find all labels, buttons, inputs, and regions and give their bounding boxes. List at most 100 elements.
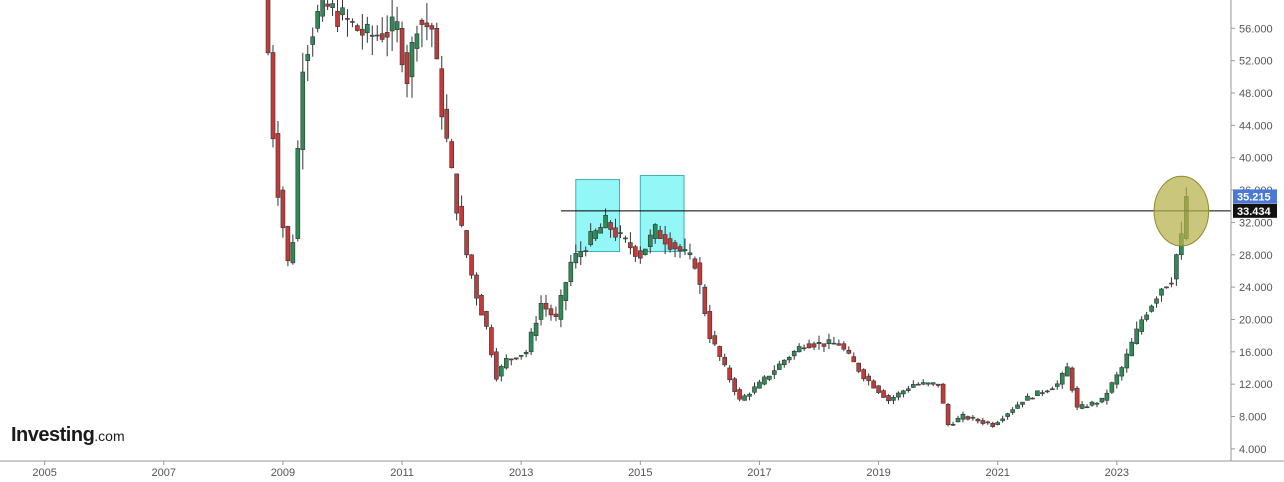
x-tick-label: 2009 [271, 467, 295, 479]
candle-body [1059, 372, 1065, 385]
candle-body [935, 383, 941, 386]
candle-body [350, 21, 355, 23]
y-tick-label: 8.000 [1239, 412, 1267, 424]
candle-body [543, 302, 549, 310]
candle-body [528, 331, 534, 353]
candle-body [712, 335, 718, 345]
candle-body [454, 173, 459, 214]
candle-body [474, 274, 479, 299]
candle-body [374, 34, 380, 37]
x-tick-label: 2011 [390, 467, 414, 479]
candle-body [841, 343, 847, 350]
x-tick-label: 2021 [985, 467, 1009, 479]
candle-body [1134, 328, 1139, 345]
candle-body [851, 356, 857, 363]
candle-body [995, 422, 1001, 425]
candle-body [990, 422, 996, 427]
investing-logo: Investing.com [11, 424, 125, 447]
candle-body [791, 350, 797, 357]
candle-body [459, 205, 464, 226]
candle-body [409, 42, 415, 78]
candle-body [702, 286, 708, 314]
candle-body [1104, 392, 1110, 401]
candle-body [365, 23, 370, 34]
candle-body [439, 68, 445, 118]
candle-body [821, 343, 827, 347]
candle-body [548, 308, 554, 316]
candle-body [722, 356, 728, 366]
x-tick-label: 2023 [1105, 467, 1129, 479]
y-tick-label: 40.000 [1239, 153, 1273, 165]
level-price-tag-text: 33.434 [1237, 206, 1272, 218]
candle-body [920, 382, 926, 385]
candle-body [1054, 383, 1060, 387]
candle-body [489, 327, 494, 356]
candle-body [335, 10, 340, 27]
candle-body [1045, 390, 1050, 393]
candle-body [325, 3, 330, 7]
y-tick-label: 32.000 [1239, 217, 1273, 229]
x-tick-label: 2005 [32, 467, 56, 479]
candle-body [1094, 402, 1100, 405]
candle-body [1020, 401, 1025, 405]
candle-body [1064, 366, 1070, 377]
y-tick-label: 4.000 [1239, 444, 1267, 456]
highlight-box [639, 175, 685, 253]
candle-body [925, 382, 931, 385]
candle-body [305, 54, 311, 61]
candle-body [786, 356, 792, 361]
candle-body [593, 230, 598, 239]
candle-body [295, 148, 301, 239]
candle-body [642, 248, 648, 256]
candle-body [533, 322, 539, 336]
candle-body [434, 28, 440, 60]
candle-body [965, 416, 971, 420]
candle-body [945, 404, 951, 425]
candle-body [1169, 282, 1174, 285]
candle-body [1149, 305, 1154, 312]
candle-body [896, 392, 901, 398]
candle-body [911, 384, 916, 388]
candle-body [866, 375, 871, 382]
candle-body [553, 313, 559, 317]
candle-body [1164, 286, 1169, 289]
candle-body [1144, 314, 1149, 320]
candle-body [950, 423, 956, 426]
candle-body [404, 52, 410, 85]
candle-body [1114, 374, 1120, 385]
candle-body [315, 11, 320, 29]
candle-body [613, 227, 618, 238]
last-price-tag-text: 35.215 [1237, 191, 1271, 203]
candle-body [603, 214, 608, 229]
candle-body [672, 242, 678, 250]
y-tick-label: 28.000 [1239, 250, 1273, 262]
highlight-circle [1153, 175, 1210, 247]
candle-body [1159, 288, 1164, 296]
candle-body [856, 362, 862, 372]
candle-body [1119, 367, 1125, 377]
candle-body [1129, 341, 1135, 357]
annotations [560, 175, 1231, 247]
candle-body [464, 230, 469, 256]
candle-body [598, 227, 603, 234]
candle-body [1050, 388, 1055, 391]
x-tick-label: 2007 [152, 467, 176, 479]
candle-body [687, 252, 693, 256]
highlight-box [575, 179, 621, 253]
candle-body [394, 21, 400, 30]
candle-body [781, 359, 787, 366]
candle-body [444, 108, 450, 139]
candle-body [320, 0, 325, 17]
candle-body [608, 222, 613, 230]
candle-body [355, 25, 360, 31]
candle-body [1035, 390, 1040, 397]
candle-body [469, 254, 474, 276]
candle-body [340, 7, 345, 16]
candle-body [300, 71, 306, 150]
candle-body [429, 25, 435, 30]
candle-body [682, 249, 688, 252]
y-tick-label: 44.000 [1239, 120, 1273, 132]
candle-body [697, 262, 703, 285]
candle-body [717, 346, 723, 357]
y-tick-label: 16.000 [1239, 347, 1273, 359]
